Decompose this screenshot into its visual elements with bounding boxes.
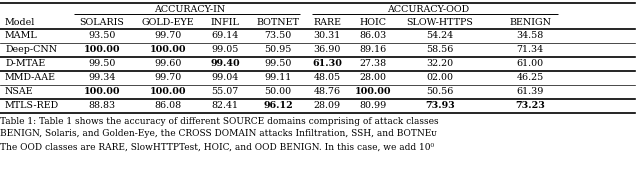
Text: 73.50: 73.50 — [264, 32, 292, 40]
Text: The OOD classes are RARE, SlowHTTPTest, HOIC, and OOD BENIGN. In this case, we a: The OOD classes are RARE, SlowHTTPTest, … — [0, 142, 434, 151]
Text: 27.38: 27.38 — [360, 60, 387, 69]
Text: 88.83: 88.83 — [88, 101, 116, 111]
Text: 48.05: 48.05 — [314, 74, 340, 83]
Text: 86.03: 86.03 — [360, 32, 387, 40]
Text: Deep-CNN: Deep-CNN — [5, 45, 57, 54]
Text: 48.76: 48.76 — [314, 87, 340, 96]
Text: ACCURACY-IN: ACCURACY-IN — [154, 5, 226, 14]
Text: 99.50: 99.50 — [88, 60, 116, 69]
Text: 73.93: 73.93 — [425, 101, 455, 111]
Text: 55.07: 55.07 — [211, 87, 239, 96]
Text: 86.08: 86.08 — [154, 101, 182, 111]
Text: 93.50: 93.50 — [88, 32, 116, 40]
Text: HOIC: HOIC — [360, 18, 387, 27]
Text: 99.11: 99.11 — [264, 74, 292, 83]
Text: 61.39: 61.39 — [516, 87, 544, 96]
Text: 36.90: 36.90 — [314, 45, 340, 54]
Text: 82.41: 82.41 — [211, 101, 239, 111]
Text: 32.20: 32.20 — [426, 60, 454, 69]
Text: 50.95: 50.95 — [264, 45, 292, 54]
Text: 100.00: 100.00 — [84, 45, 120, 54]
Text: 96.12: 96.12 — [263, 101, 293, 111]
Text: 99.34: 99.34 — [88, 74, 116, 83]
Text: 50.00: 50.00 — [264, 87, 292, 96]
Text: 61.30: 61.30 — [312, 60, 342, 69]
Text: D-MTAE: D-MTAE — [5, 60, 45, 69]
Text: NSAE: NSAE — [5, 87, 34, 96]
Text: 46.25: 46.25 — [516, 74, 543, 83]
Text: MMD-AAE: MMD-AAE — [5, 74, 56, 83]
Text: 28.09: 28.09 — [314, 101, 340, 111]
Text: 30.31: 30.31 — [314, 32, 340, 40]
Text: 99.70: 99.70 — [154, 74, 182, 83]
Text: Table 1: Table 1 shows the accuracy of different SOURCE domains comprising of at: Table 1: Table 1 shows the accuracy of d… — [0, 117, 438, 125]
Text: SLOW-HTTPS: SLOW-HTTPS — [406, 18, 474, 27]
Text: 02.00: 02.00 — [426, 74, 454, 83]
Text: 99.50: 99.50 — [264, 60, 292, 69]
Text: GOLD-EYE: GOLD-EYE — [141, 18, 195, 27]
Text: 80.99: 80.99 — [360, 101, 387, 111]
Text: BOTNET: BOTNET — [257, 18, 300, 27]
Text: 61.00: 61.00 — [516, 60, 543, 69]
Text: INFIL: INFIL — [211, 18, 239, 27]
Text: MAML: MAML — [5, 32, 38, 40]
Text: 73.23: 73.23 — [515, 101, 545, 111]
Text: 28.00: 28.00 — [360, 74, 387, 83]
Text: 89.16: 89.16 — [360, 45, 387, 54]
Text: ACCURACY-OOD: ACCURACY-OOD — [387, 5, 470, 14]
Text: 100.00: 100.00 — [150, 45, 186, 54]
Text: 99.70: 99.70 — [154, 32, 182, 40]
Text: BENIGN, Solaris, and Golden-Eye, the CROSS DOMAIN attacks Infiltration, SSH, and: BENIGN, Solaris, and Golden-Eye, the CRO… — [0, 129, 436, 138]
Text: 100.00: 100.00 — [355, 87, 391, 96]
Text: 99.40: 99.40 — [210, 60, 240, 69]
Text: Model: Model — [5, 18, 35, 27]
Text: 34.58: 34.58 — [516, 32, 543, 40]
Text: 100.00: 100.00 — [84, 87, 120, 96]
Text: SOLARIS: SOLARIS — [79, 18, 124, 27]
Text: 99.05: 99.05 — [211, 45, 239, 54]
Text: 54.24: 54.24 — [426, 32, 454, 40]
Text: 58.56: 58.56 — [426, 45, 454, 54]
Text: BENIGN: BENIGN — [509, 18, 551, 27]
Text: 50.56: 50.56 — [426, 87, 454, 96]
Text: 99.04: 99.04 — [211, 74, 239, 83]
Text: 99.60: 99.60 — [154, 60, 182, 69]
Text: 71.34: 71.34 — [516, 45, 543, 54]
Text: MTLS-RED: MTLS-RED — [5, 101, 59, 111]
Text: 69.14: 69.14 — [211, 32, 239, 40]
Text: 100.00: 100.00 — [150, 87, 186, 96]
Text: RARE: RARE — [313, 18, 341, 27]
